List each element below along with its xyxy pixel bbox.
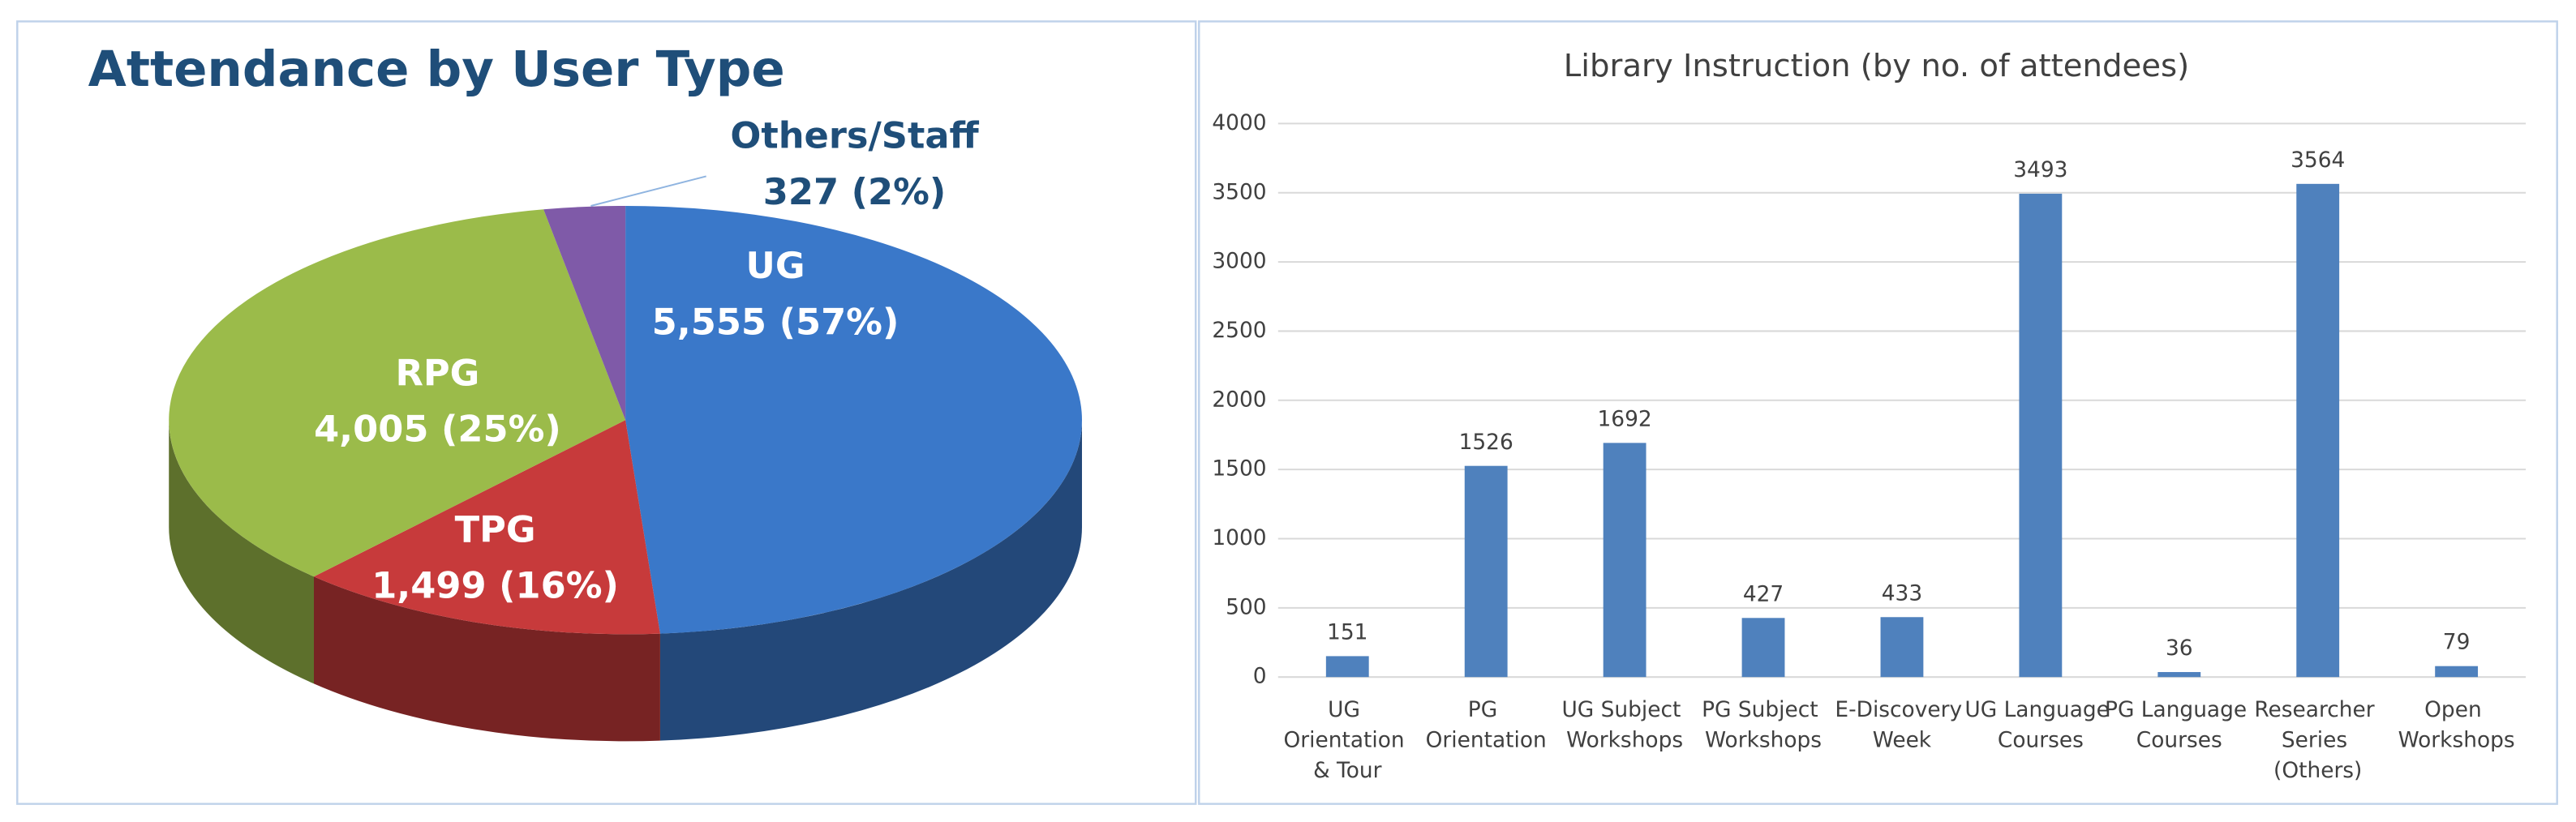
- bar-title: Library Instruction (by no. of attendees…: [1564, 48, 2189, 84]
- y-tick-label: 2000: [1212, 387, 1266, 412]
- pie-label: TPG: [455, 508, 536, 550]
- pie-title: Attendance by User Type: [88, 41, 785, 98]
- leader-line: [590, 175, 706, 207]
- pie-label: Others/Staff: [730, 115, 979, 157]
- bar: [2435, 666, 2479, 678]
- bar: [2019, 193, 2063, 678]
- pie-value-label: 1,499 (16%): [371, 564, 619, 606]
- bar: [1880, 617, 1924, 678]
- x-tick-label: Researcher Series (Others): [2254, 696, 2381, 782]
- pie-slice-side: [313, 576, 660, 742]
- y-tick-label: 2500: [1212, 318, 1266, 343]
- x-tick-label: E-Discovery Week: [1835, 696, 1968, 752]
- y-tick-label: 3000: [1212, 249, 1266, 274]
- data-label: 36: [2166, 636, 2193, 661]
- bar-panel: [1198, 20, 2558, 805]
- y-tick-label: 0: [1253, 664, 1267, 689]
- y-tick-label: 3500: [1212, 179, 1266, 204]
- pie-slice-side: [169, 420, 314, 684]
- x-tick-label: UG Subject Workshops: [1561, 696, 1687, 752]
- x-tick-label: UG Orientation & Tour: [1284, 696, 1411, 782]
- data-label: 1526: [1459, 430, 1513, 455]
- bar: [1325, 656, 1369, 678]
- y-tick-label: 500: [1226, 594, 1266, 619]
- bar: [1741, 618, 1785, 678]
- pie-slice: [543, 206, 626, 421]
- data-label: 3564: [2290, 148, 2345, 173]
- bar: [1603, 443, 1646, 678]
- pie-value-label: 4,005 (25%): [314, 408, 561, 450]
- bar: [1464, 465, 1508, 678]
- x-tick-label: PG Subject Workshops: [1702, 696, 1825, 752]
- y-tick-label: 1500: [1212, 456, 1266, 482]
- bar: [2296, 183, 2340, 678]
- data-label: 79: [2443, 630, 2471, 655]
- pie-slice-side: [659, 420, 1082, 741]
- pie-slice: [625, 206, 1082, 634]
- x-tick-label: UG Language Courses: [1964, 696, 2116, 752]
- y-tick-label: 4000: [1212, 110, 1266, 135]
- x-tick-label: Open Workshops: [2398, 696, 2515, 752]
- pie-slice: [313, 420, 660, 635]
- pie-label: UG: [746, 245, 805, 287]
- pie-slice: [169, 209, 626, 577]
- data-label: 151: [1327, 619, 1367, 644]
- data-label: 427: [1743, 581, 1784, 606]
- pie-label: RPG: [396, 352, 480, 394]
- x-tick-label: PG Orientation: [1426, 696, 1547, 752]
- data-label: 433: [1882, 580, 1922, 606]
- data-label: 1692: [1598, 406, 1652, 431]
- bar: [2157, 672, 2201, 678]
- y-tick-label: 1000: [1212, 525, 1266, 550]
- pie-value-label: 327 (2%): [763, 171, 947, 213]
- x-tick-label: PG Language Courses: [2105, 696, 2253, 752]
- pie-value-label: 5,555 (57%): [652, 301, 899, 343]
- data-label: 3493: [2013, 157, 2067, 182]
